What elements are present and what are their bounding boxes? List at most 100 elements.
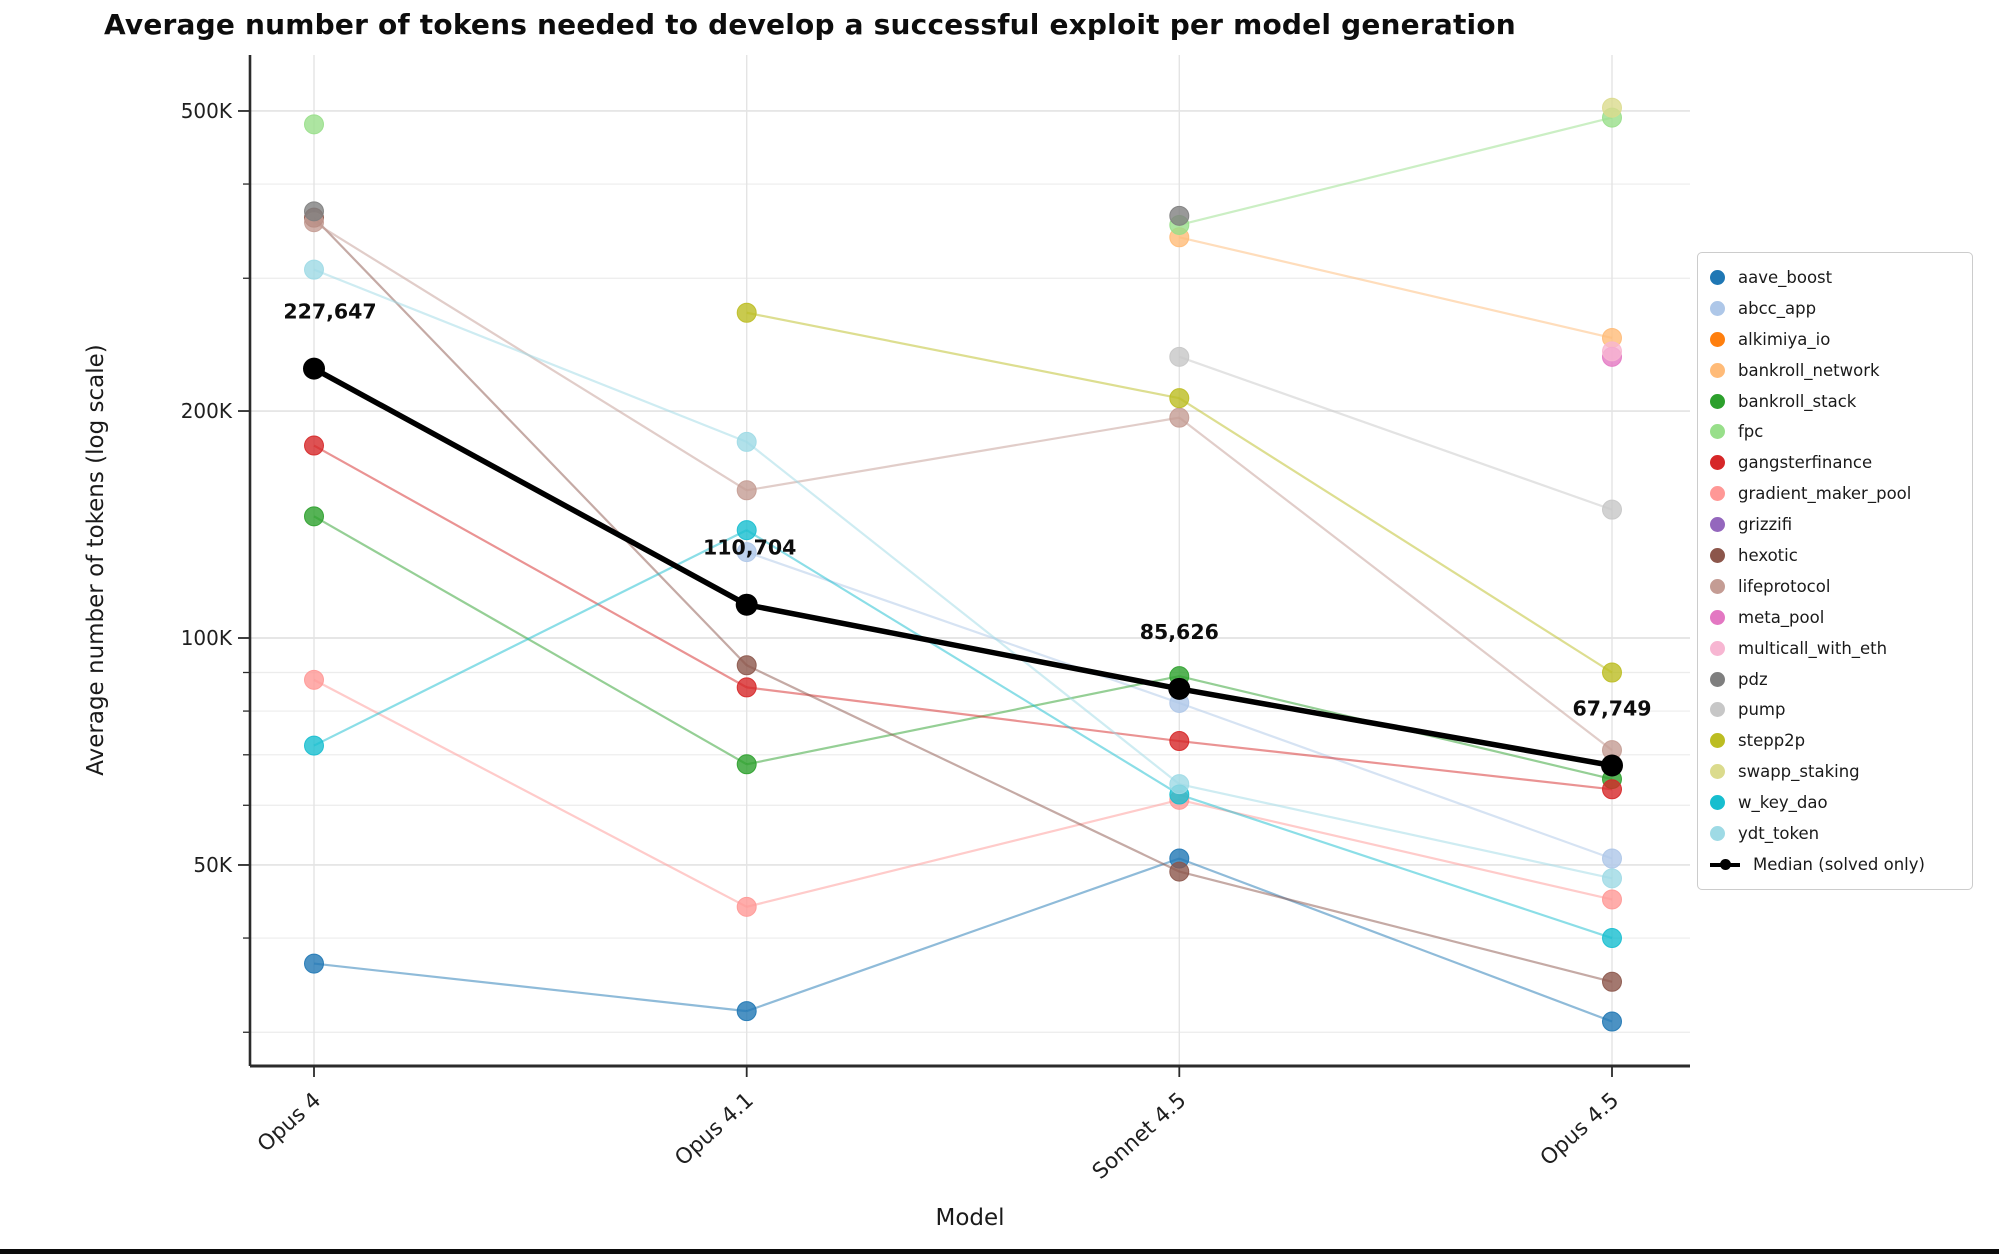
series-line-bankroll_stack: [746, 675, 1180, 766]
legend-marker-icon: [1710, 331, 1725, 347]
x-tick-label: Opus 4.1: [670, 1088, 758, 1171]
series-point-stepp2p: [736, 302, 757, 323]
legend-label: gradient_maker_pool: [1738, 484, 1912, 504]
median-line: [312, 366, 749, 608]
legend-label: pdz: [1738, 669, 1768, 689]
series-point-fpc: [304, 114, 324, 135]
legend-item-hexotic: hexotic: [1710, 540, 1960, 571]
series-point-gradient_maker_pool: [736, 896, 757, 917]
series-point-aave_boost: [1602, 1011, 1622, 1032]
series-line-bankroll_stack: [313, 515, 748, 766]
legend-label: ydt_token: [1738, 823, 1820, 843]
legend-label: stepp2p: [1738, 731, 1806, 751]
series-point-gangsterfinance: [304, 435, 324, 456]
series-point-multicall_with_eth: [1602, 341, 1622, 362]
series-line-fpc: [1179, 116, 1613, 227]
legend-label: pump: [1738, 700, 1786, 720]
legend-label: fpc: [1738, 422, 1764, 442]
series-point-abcc_app: [1602, 848, 1622, 869]
series-line-gradient_maker_pool: [1179, 798, 1613, 901]
series-line-w_key_dao: [1178, 793, 1613, 940]
legend-label: Median (solved only): [1753, 854, 1925, 874]
series-line-abcc_app: [1178, 701, 1613, 860]
series-point-w_key_dao: [304, 735, 324, 756]
median-annotation: 85,626: [1140, 620, 1219, 644]
series-line-aave_boost: [313, 962, 747, 1013]
y-tick-label: 200K: [181, 399, 233, 423]
legend-item-bankroll_stack: bankroll_stack: [1710, 386, 1960, 417]
series-point-hexotic: [1602, 971, 1622, 992]
series-point-abcc_app: [736, 542, 757, 563]
series-point-aave_boost: [736, 1001, 757, 1022]
series-point-hexotic: [1169, 861, 1190, 882]
legend-label: bankroll_network: [1738, 360, 1880, 380]
legend-marker-icon: [1710, 486, 1725, 502]
x-tick-label: Opus 4: [253, 1088, 326, 1157]
median-point: [1168, 677, 1191, 700]
series-point-w_key_dao: [1602, 928, 1622, 949]
series-point-ydt_token: [304, 259, 324, 280]
bottom-border: [0, 1249, 1999, 1254]
series-line-bankroll_network: [1179, 236, 1613, 340]
legend-label: hexotic: [1738, 545, 1798, 565]
y-tick-label: 50K: [193, 853, 232, 877]
series-line-gangsterfinance: [313, 444, 748, 689]
series-point-ydt_token: [1602, 868, 1622, 889]
series-line-abcc_app: [746, 551, 1180, 705]
series-point-gangsterfinance: [1602, 779, 1622, 800]
legend-item-pump: pump: [1710, 694, 1960, 725]
legend-item-alkimiya_io: alkimiya_io: [1710, 324, 1960, 355]
legend-marker-icon: [1710, 455, 1725, 471]
legend-item-stepp2p: stepp2p: [1710, 725, 1960, 756]
legend-label: w_key_dao: [1738, 793, 1828, 813]
series-point-lifeprotocol: [736, 480, 757, 501]
series-point-pdz: [304, 201, 324, 222]
series-point-stepp2p: [1602, 662, 1622, 683]
series-line-gangsterfinance: [1179, 739, 1613, 791]
series-line-ydt_token: [1179, 783, 1613, 880]
series-line-stepp2p: [746, 311, 1180, 400]
series-line-hexotic: [746, 664, 1180, 873]
x-axis-title: Model: [935, 1205, 1005, 1231]
legend-marker-icon: [1710, 702, 1725, 718]
legend-item-multicall_with_eth: multicall_with_eth: [1710, 633, 1960, 664]
series-point-bankroll_stack: [304, 506, 324, 527]
legend-marker-icon: [1710, 517, 1725, 533]
series-point-bankroll_stack: [736, 754, 757, 775]
legend-marker-icon: [1710, 362, 1725, 378]
series-line-lifeprotocol: [746, 416, 1180, 492]
series-point-gradient_maker_pool: [1602, 889, 1622, 910]
series-line-gradient_maker_pool: [746, 798, 1180, 908]
series-point-ydt_token: [736, 431, 757, 452]
series-point-pump: [1169, 346, 1190, 367]
series-line-gangsterfinance: [746, 686, 1180, 743]
series-point-ydt_token: [1169, 774, 1190, 795]
median-line: [746, 602, 1180, 692]
legend-item-bankroll_network: bankroll_network: [1710, 355, 1960, 386]
legend-marker-icon: [1710, 547, 1725, 563]
legend-marker-icon: [1710, 393, 1725, 409]
legend-marker-icon: [1710, 578, 1725, 594]
legend-item-median: Median (solved only): [1710, 849, 1960, 880]
legend-item-meta_pool: meta_pool: [1710, 602, 1960, 633]
series-line-aave_boost: [746, 857, 1180, 1013]
x-tick-label: Opus 4.5: [1536, 1088, 1624, 1171]
median-annotation: 227,647: [283, 300, 376, 324]
series-line-hexotic: [313, 216, 748, 667]
legend-marker-icon: [1710, 609, 1725, 625]
median-annotation: 67,749: [1572, 696, 1651, 720]
series-line-hexotic: [1179, 870, 1613, 983]
legend-item-pdz: pdz: [1710, 664, 1960, 695]
y-tick-label: 100K: [181, 626, 233, 650]
series-point-stepp2p: [1169, 388, 1190, 409]
legend-label: abcc_app: [1738, 298, 1817, 318]
legend-label: multicall_with_eth: [1738, 638, 1888, 658]
legend-item-gradient_maker_pool: gradient_maker_pool: [1710, 478, 1960, 509]
series-line-pump: [1178, 355, 1613, 511]
median-point: [735, 593, 758, 616]
series-point-pump: [1602, 499, 1622, 520]
series-point-pdz: [1169, 205, 1190, 226]
legend-label: lifeprotocol: [1738, 576, 1831, 596]
